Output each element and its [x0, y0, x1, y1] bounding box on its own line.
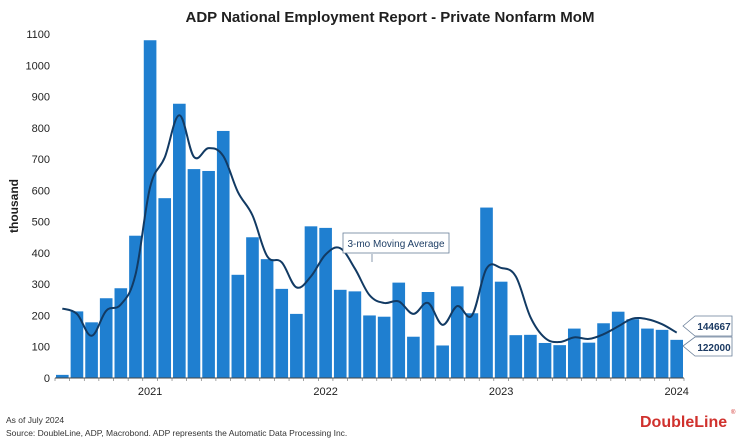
- bar: [421, 292, 435, 378]
- bar: [626, 319, 640, 378]
- registered-mark-icon: ®: [731, 409, 736, 416]
- bar: [99, 298, 113, 378]
- y-tick-label: 800: [32, 123, 50, 135]
- bar: [655, 329, 669, 378]
- bar: [246, 237, 259, 378]
- moving-average-callout-text: 3-mo Moving Average: [347, 239, 445, 250]
- doubleline-logo: DoubleLine ®: [640, 409, 736, 431]
- bar: [611, 311, 625, 378]
- bar: [538, 342, 552, 378]
- bar: [494, 281, 508, 378]
- doubleline-logo-text: DoubleLine: [640, 414, 727, 431]
- bar: [450, 286, 464, 378]
- bar: [524, 334, 537, 378]
- bar: [333, 289, 347, 378]
- bar: [670, 339, 683, 378]
- bar: [158, 198, 172, 378]
- bar: [304, 226, 318, 378]
- as-of-note: As of July 2024: [6, 415, 64, 425]
- y-tick-label: 1100: [26, 29, 50, 41]
- bar: [275, 288, 289, 378]
- bar: [348, 291, 362, 378]
- x-axis-ticks: 2021 2022 2023 2024: [54, 378, 689, 398]
- moving-average-last-value: 144667: [682, 315, 733, 337]
- y-tick-label: 400: [32, 248, 50, 260]
- bar: [202, 170, 215, 378]
- bar: [641, 328, 654, 378]
- bar: [553, 345, 566, 378]
- moving-average-line: [61, 114, 678, 344]
- y-tick-label: 200: [32, 310, 50, 322]
- bar: [129, 235, 142, 378]
- bar-last-value-text: 122000: [697, 343, 731, 354]
- moving-average-last-value-text: 144667: [697, 322, 731, 333]
- y-tick-label: 300: [32, 279, 50, 291]
- y-tick-label: 100: [32, 342, 50, 354]
- bar: [56, 374, 69, 378]
- x-tick-label: 2021: [138, 386, 162, 398]
- bar: [465, 313, 479, 378]
- x-tick-label: 2024: [664, 386, 688, 398]
- y-tick-label: 0: [44, 373, 50, 385]
- bar: [143, 40, 157, 378]
- bar: [173, 103, 186, 379]
- bar: [70, 311, 84, 378]
- bar: [290, 313, 303, 378]
- moving-average-callout: 3-mo Moving Average: [342, 232, 450, 262]
- y-tick-label: 500: [32, 217, 50, 229]
- bar: [231, 274, 245, 378]
- source-note: Source: DoubleLine, ADP, Macrobond. ADP …: [6, 428, 347, 438]
- bar: [377, 316, 391, 378]
- bar: [392, 282, 406, 378]
- bar: [597, 323, 610, 378]
- y-axis-label: thousand: [7, 179, 21, 233]
- bar: [114, 288, 128, 378]
- bar: [216, 130, 230, 378]
- chart-title: ADP National Employment Report - Private…: [186, 9, 595, 26]
- y-tick-label: 900: [32, 92, 50, 104]
- x-tick-label: 2022: [313, 386, 337, 398]
- bar: [509, 335, 523, 378]
- bar: [582, 342, 596, 378]
- bar-series: [56, 40, 683, 379]
- bar: [85, 322, 98, 378]
- bar: [567, 328, 581, 378]
- y-tick-label: 1000: [26, 60, 50, 72]
- bar: [363, 315, 376, 378]
- y-tick-label: 600: [32, 185, 50, 197]
- bar: [187, 169, 201, 378]
- bar: [480, 207, 493, 378]
- y-tick-label: 700: [32, 154, 50, 166]
- bar-last-value: 122000: [682, 336, 733, 357]
- x-tick-label: 2023: [489, 386, 513, 398]
- bar: [436, 345, 449, 378]
- bar: [260, 259, 274, 378]
- bar: [319, 227, 332, 378]
- bar: [407, 336, 420, 378]
- y-axis-ticks: 0 100 200 300 400 500 600 700 800 900 1000 1100: [26, 29, 50, 385]
